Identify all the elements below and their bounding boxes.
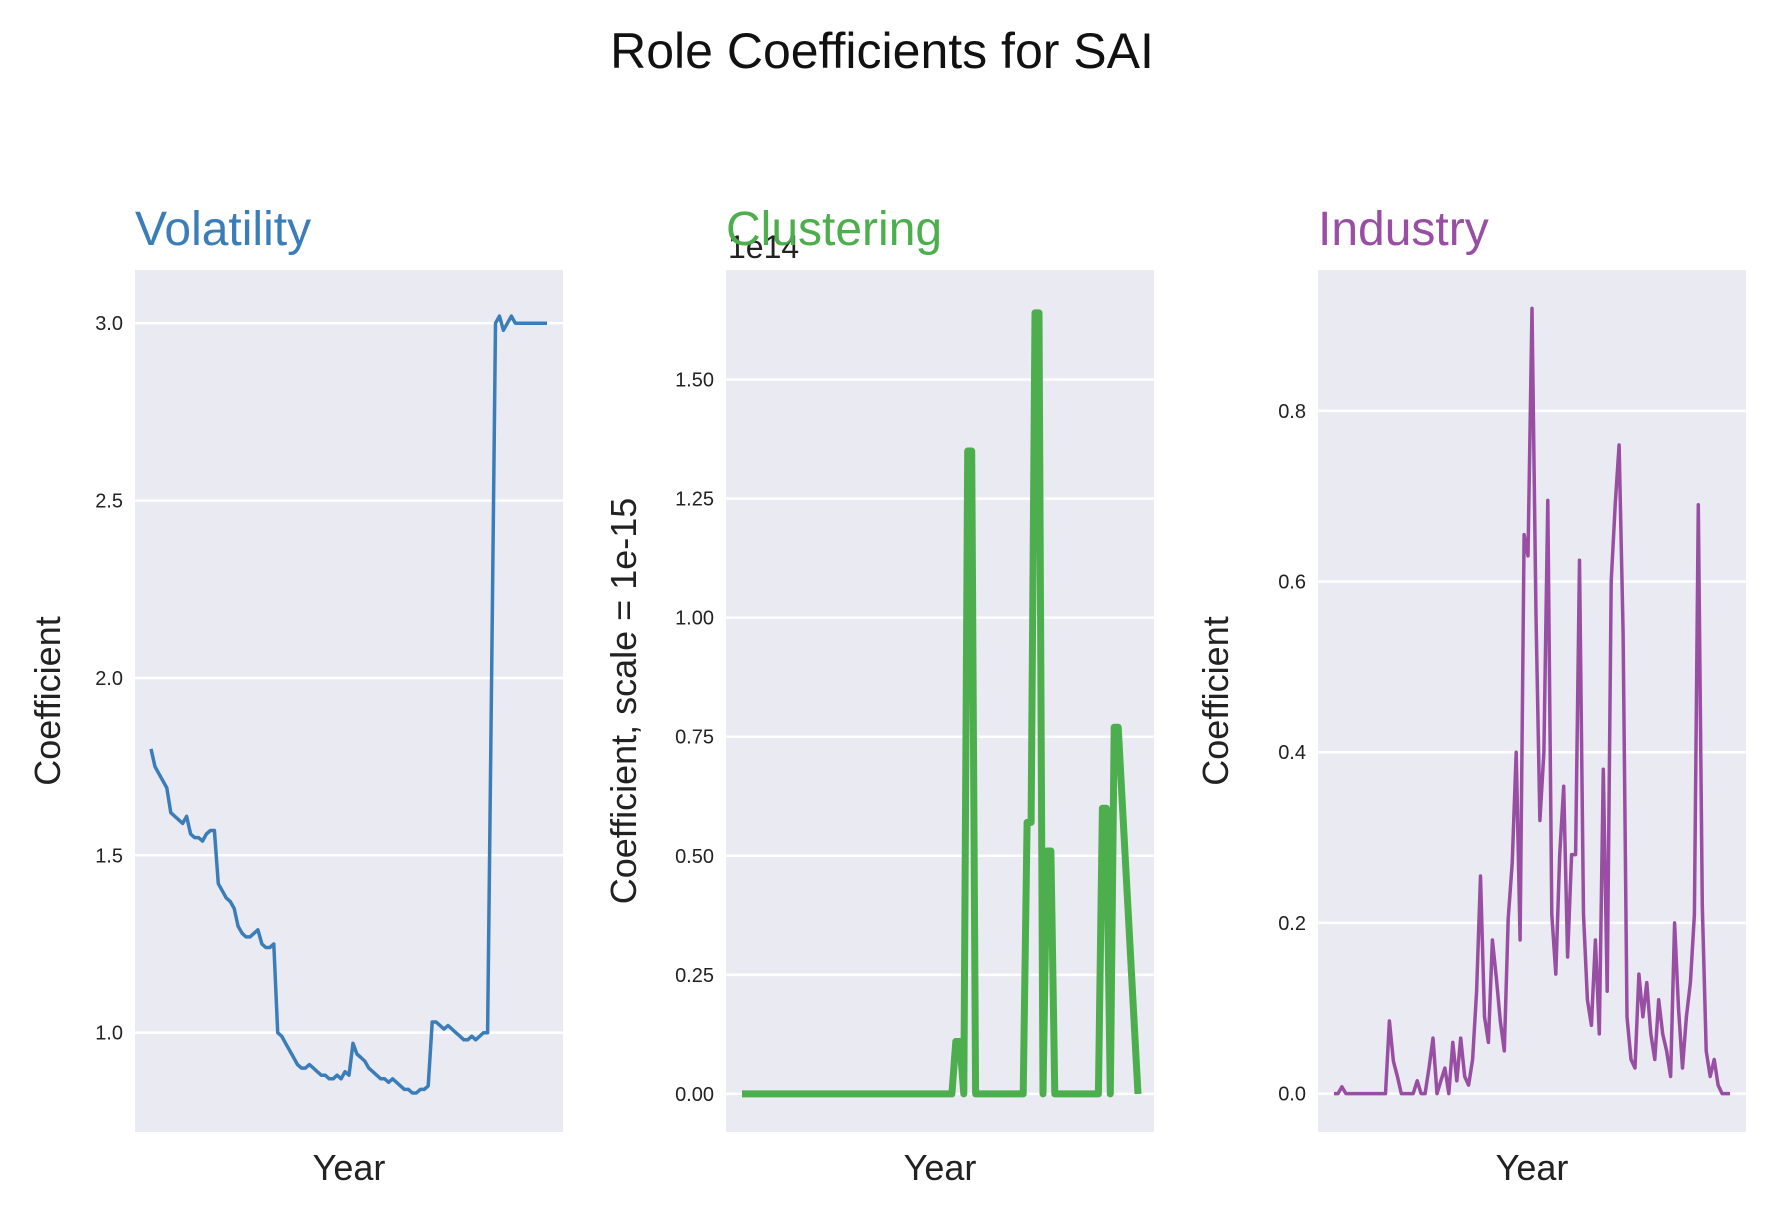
- industry-x-axis-label: Year: [1496, 1147, 1569, 1188]
- volatility-x-axis-label: Year: [313, 1147, 386, 1188]
- clustering-y-tick-label: 1.25: [675, 489, 714, 511]
- volatility-series-line: [149, 314, 547, 1095]
- clustering-x-axis-label: Year: [904, 1147, 977, 1188]
- volatility-y-tick-label: 1.0: [95, 1023, 123, 1045]
- volatility-y-ticks: 1.0 1.5 2.0 2.5 3.0: [95, 313, 123, 1044]
- clustering-y-tick-label: 0.00: [675, 1084, 714, 1106]
- clustering-y-tick-label: 0.75: [675, 727, 714, 749]
- industry-y-tick-label: 0.0: [1278, 1084, 1306, 1106]
- clustering-y-tick-label: 1.50: [675, 370, 714, 392]
- clustering-y-tick-label: 0.25: [675, 965, 714, 987]
- figure-title: Role Coefficients for SAI: [610, 23, 1154, 79]
- volatility-panel-title: Volatility: [135, 203, 311, 256]
- clustering-offset-text: 1e14: [728, 229, 799, 265]
- clustering-plot-area: [726, 270, 1154, 1132]
- volatility-y-tick-label: 2.5: [95, 491, 123, 513]
- industry-y-tick-label: 0.6: [1278, 572, 1306, 594]
- clustering-y-tick-label: 0.50: [675, 846, 714, 868]
- clustering-panel: 0.00 0.25 0.50 0.75 1.00 1.25 1.50 1e14 Cluste…: [603, 203, 1154, 1188]
- volatility-y-axis-label: Coefficient: [27, 616, 68, 785]
- industry-y-tick-label: 0.4: [1278, 742, 1306, 764]
- volatility-plot-area: [135, 270, 563, 1132]
- industry-y-ticks: 0.0 0.2 0.4 0.6 0.8: [1278, 401, 1306, 1106]
- industry-panel: 0.0 0.2 0.4 0.6 0.8 Industry Year Coefficien…: [1195, 203, 1746, 1188]
- clustering-panel-title: Clustering: [726, 203, 942, 256]
- industry-panel-title: Industry: [1318, 203, 1489, 256]
- volatility-y-tick-label: 3.0: [95, 313, 123, 335]
- industry-y-tick-label: 0.8: [1278, 401, 1306, 423]
- clustering-y-ticks: 0.00 0.25 0.50 0.75 1.00 1.25 1.50: [675, 370, 714, 1106]
- volatility-gridlines: [135, 321, 563, 1034]
- clustering-series-line: [742, 309, 1142, 1098]
- volatility-panel: 1.0 1.5 2.0 2.5 3.0 Volatility Year Coeffici…: [27, 203, 563, 1188]
- clustering-y-axis-label: Coefficient, scale = 1e-15: [603, 498, 644, 905]
- industry-y-tick-label: 0.2: [1278, 913, 1306, 935]
- industry-series-line: [1334, 306, 1730, 1096]
- industry-y-axis-label: Coefficient: [1195, 616, 1236, 785]
- clustering-y-tick-label: 1.00: [675, 608, 714, 630]
- volatility-y-tick-label: 1.5: [95, 845, 123, 867]
- volatility-y-tick-label: 2.0: [95, 668, 123, 690]
